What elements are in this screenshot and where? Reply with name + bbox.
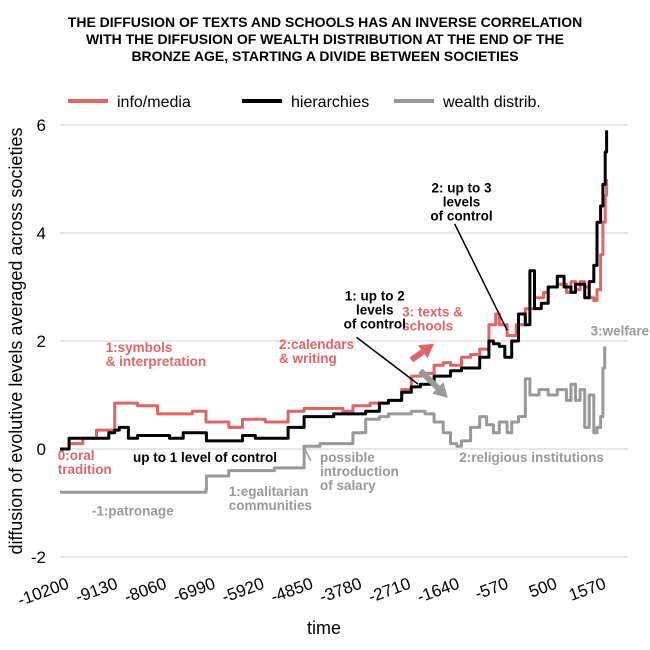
x-tick-label: -570 — [472, 574, 510, 603]
chart-title: THE DIFFUSION OF TEXTS AND SCHOOLS HAS A… — [68, 14, 582, 64]
annotation-1: 1:symbols & interpretation — [106, 340, 207, 369]
series-line-wealth-distrib — [60, 346, 607, 494]
x-tick-label: -10200 — [15, 574, 71, 610]
annotations: 0:oral tradition 1:symbols & interpretation… — [58, 181, 650, 519]
y-axis-label: diffusion of evolutive levels averaged a… — [6, 128, 26, 555]
x-tick-label: 1570 — [566, 574, 608, 605]
x-tick-label: -2710 — [366, 574, 413, 607]
y-tick-label: 4 — [37, 224, 46, 243]
legend-label-hierarchies: hierarchies — [291, 94, 369, 111]
x-tick-label: -5920 — [219, 574, 266, 607]
annotation-3: 3: texts & schools — [402, 305, 463, 334]
legend-label-wealth-distrib: wealth distrib. — [442, 94, 541, 111]
annotation-11: 2:religious institutions — [459, 450, 604, 465]
arrow-0 — [409, 343, 435, 363]
annotation-6: 2: up to 3 levels of control — [430, 181, 492, 224]
series-line-info-media — [60, 179, 609, 451]
y-tick-label: -2 — [31, 548, 46, 567]
annotation-7: up to 1 level of control — [133, 450, 277, 465]
leader-line-0 — [356, 336, 419, 385]
annotation-10: -1:patronage — [92, 503, 174, 518]
series-line-hierarchies — [60, 130, 609, 451]
x-tick-label: -1640 — [415, 574, 462, 607]
y-tick-label: 2 — [37, 332, 46, 351]
leader-line-1 — [453, 223, 508, 331]
annotation-0: 0:oral tradition — [58, 448, 112, 477]
annotation-leader-lines — [303, 223, 508, 462]
x-tick-label: 500 — [526, 574, 559, 602]
arrow-1 — [418, 368, 448, 398]
y-tick-label: 6 — [37, 116, 46, 135]
chart-title-line-3: BRONZE AGE, STARTING A DIVIDE BETWEEN SO… — [131, 48, 518, 64]
x-tick-label: -6990 — [170, 574, 217, 607]
chart-title-line-1: THE DIFFUSION OF TEXTS AND SCHOOLS HAS A… — [68, 14, 582, 30]
x-tick-label: -8060 — [122, 574, 169, 607]
x-axis-label: time — [307, 618, 341, 638]
annotation-9: 1:egalitarian communities — [229, 484, 312, 513]
y-tick-label: 0 — [37, 440, 46, 459]
chart-title-line-2: WITH THE DIFFUSION OF WEALTH DISTRIBUTIO… — [86, 31, 564, 47]
x-tick-labels: -10200 -9130 -8060 -6990 -5920 -4850 -3780 -271… — [15, 574, 608, 610]
y-tick-labels: -2 0 2 4 6 — [31, 116, 46, 567]
annotation-arrows — [409, 343, 448, 398]
gridlines — [60, 124, 628, 558]
x-tick-label: -9130 — [73, 574, 120, 607]
annotation-8: possible introduction of salary — [320, 450, 399, 493]
legend-label-info-media: info/media — [117, 94, 191, 111]
legend: info/media hierarchies wealth distrib. — [68, 94, 541, 111]
x-tick-label: -3780 — [317, 574, 364, 607]
leader-line-2 — [303, 447, 312, 462]
annotation-5: 1: up to 2 levels of control — [344, 289, 406, 332]
x-tick-label: -4850 — [268, 574, 315, 607]
annotation-4: 3:welfare — [591, 324, 650, 339]
series-layer — [60, 130, 609, 494]
annotation-2: 2:calendars & writing — [279, 337, 354, 366]
